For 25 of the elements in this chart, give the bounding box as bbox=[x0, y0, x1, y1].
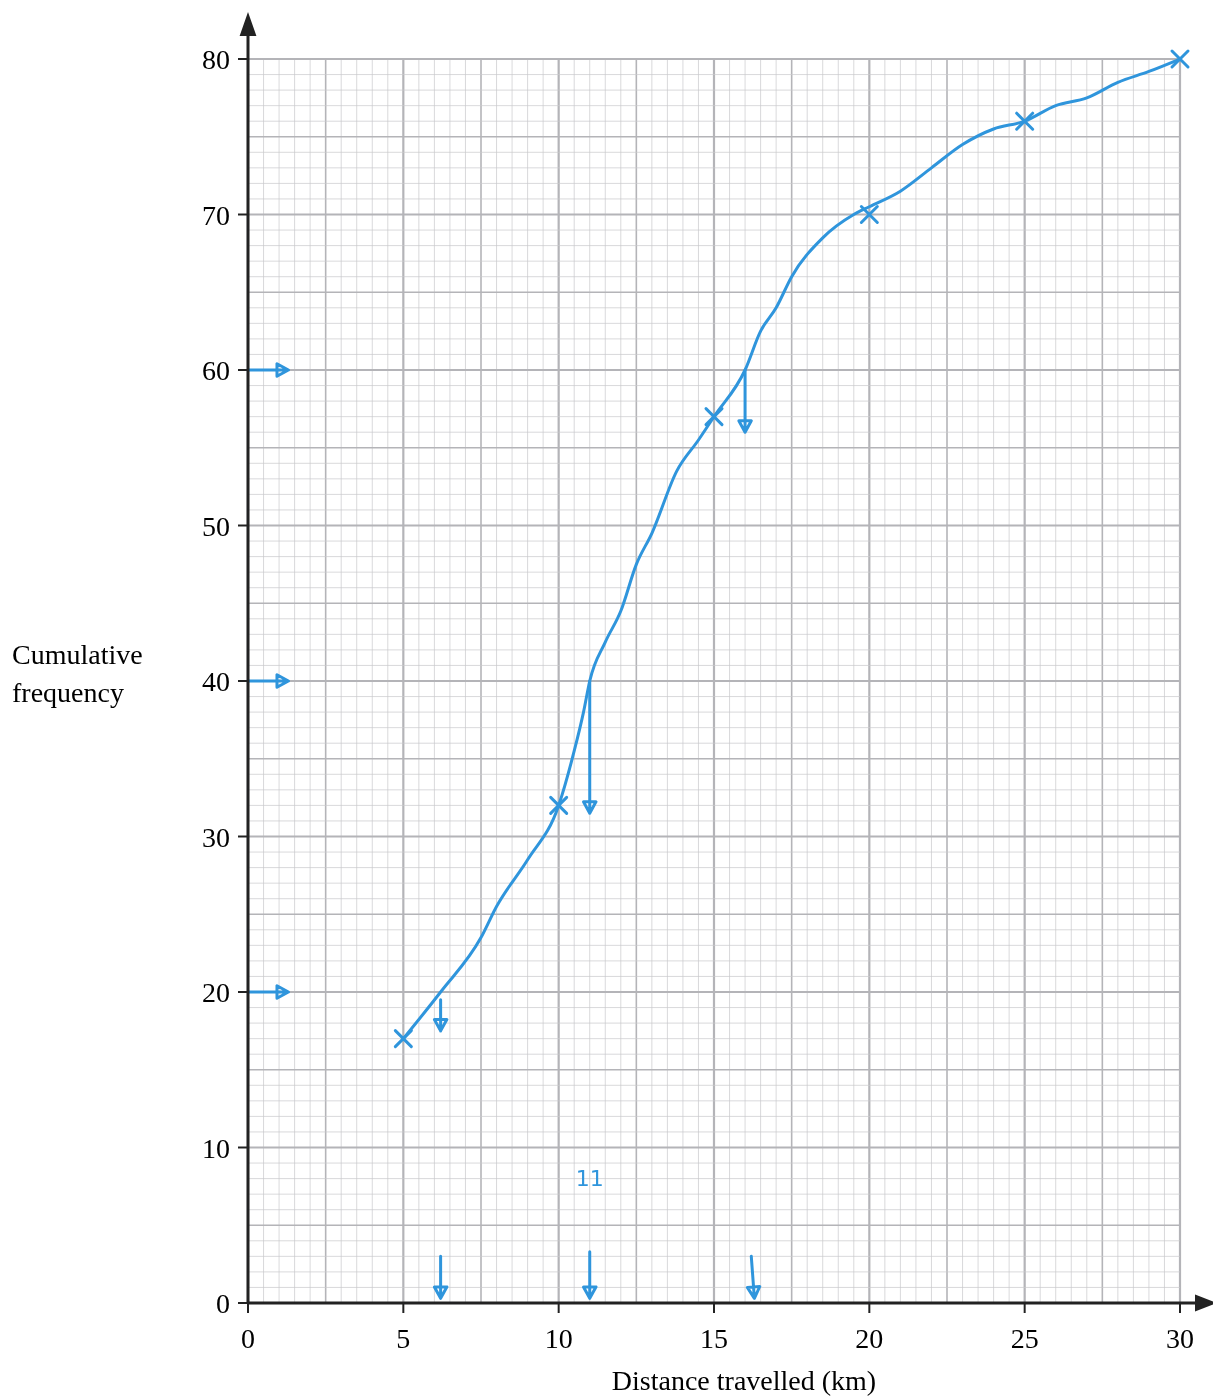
x-tick-label: 0 bbox=[241, 1323, 255, 1354]
x-tick-label: 20 bbox=[855, 1323, 884, 1354]
y-tick-label: 30 bbox=[202, 821, 230, 853]
x-tick-label: 15 bbox=[700, 1323, 728, 1354]
y-tick-label: 60 bbox=[202, 355, 230, 386]
y-axis-title: Cumulative frequency bbox=[12, 639, 143, 708]
y-tick-label: 40 bbox=[202, 666, 230, 697]
y-tick-label: 10 bbox=[202, 1132, 230, 1164]
x-tick-label: 25 bbox=[1010, 1323, 1039, 1354]
x-tick-label: 5 bbox=[396, 1323, 411, 1354]
point bbox=[1015, 111, 1035, 131]
x-tick-label: 30 bbox=[1166, 1323, 1194, 1354]
point bbox=[1170, 49, 1190, 69]
point bbox=[859, 205, 879, 224]
x-axis-title: Distance travelled (km) bbox=[611, 1365, 877, 1396]
annotation: 11 bbox=[575, 1166, 604, 1192]
y-tick-label: 80 bbox=[202, 44, 230, 75]
y-tick-label: 50 bbox=[202, 510, 230, 542]
point bbox=[549, 795, 569, 815]
x-tick-label: 10 bbox=[544, 1323, 573, 1354]
y-tick-label: 20 bbox=[202, 977, 230, 1008]
point bbox=[393, 1029, 413, 1049]
point bbox=[704, 407, 724, 427]
y-tick-label: 70 bbox=[202, 199, 230, 231]
y-tick-label: 0 bbox=[216, 1288, 230, 1319]
